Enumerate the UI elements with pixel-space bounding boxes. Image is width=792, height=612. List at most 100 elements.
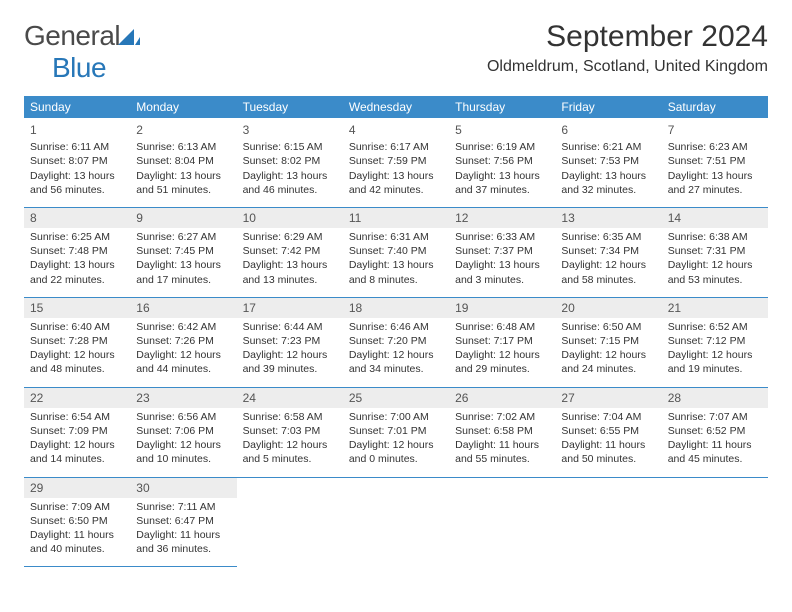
day-number: 3 (243, 122, 337, 138)
sunset-line: Sunset: 7:01 PM (349, 424, 443, 438)
calendar-row: 22Sunrise: 6:54 AMSunset: 7:09 PMDayligh… (24, 387, 768, 477)
sunrise-line: Sunrise: 6:15 AM (243, 140, 337, 154)
day-number: 7 (668, 122, 762, 138)
sunrise-line: Sunrise: 6:31 AM (349, 230, 443, 244)
day-number: 13 (555, 208, 661, 228)
sunrise-line: Sunrise: 6:46 AM (349, 320, 443, 334)
sunset-line: Sunset: 8:04 PM (136, 154, 230, 168)
calendar-cell: 14Sunrise: 6:38 AMSunset: 7:31 PMDayligh… (662, 207, 768, 297)
calendar-row: 1Sunrise: 6:11 AMSunset: 8:07 PMDaylight… (24, 118, 768, 207)
sunset-line: Sunset: 7:31 PM (668, 244, 762, 258)
day-number: 17 (237, 298, 343, 318)
logo-sail-icon (118, 20, 140, 52)
daylight-line: Daylight: 13 hours and 17 minutes. (136, 258, 230, 286)
calendar-cell: 10Sunrise: 6:29 AMSunset: 7:42 PMDayligh… (237, 207, 343, 297)
calendar-cell: 28Sunrise: 7:07 AMSunset: 6:52 PMDayligh… (662, 387, 768, 477)
sunset-line: Sunset: 7:23 PM (243, 334, 337, 348)
sunrise-line: Sunrise: 6:23 AM (668, 140, 762, 154)
sunrise-line: Sunrise: 7:09 AM (30, 500, 124, 514)
sunrise-line: Sunrise: 6:25 AM (30, 230, 124, 244)
daylight-line: Daylight: 13 hours and 22 minutes. (30, 258, 124, 286)
calendar-cell: 12Sunrise: 6:33 AMSunset: 7:37 PMDayligh… (449, 207, 555, 297)
daylight-line: Daylight: 13 hours and 32 minutes. (561, 169, 655, 197)
weekday-header: Thursday (449, 96, 555, 118)
logo: GeneralBlue (24, 20, 140, 84)
day-number: 9 (130, 208, 236, 228)
logo-text: GeneralBlue (24, 20, 140, 84)
daylight-line: Daylight: 11 hours and 55 minutes. (455, 438, 549, 466)
sunset-line: Sunset: 6:52 PM (668, 424, 762, 438)
sunrise-line: Sunrise: 7:04 AM (561, 410, 655, 424)
day-number: 11 (343, 208, 449, 228)
title-block: September 2024 Oldmeldrum, Scotland, Uni… (487, 20, 768, 76)
day-number: 4 (349, 122, 443, 138)
daylight-line: Daylight: 11 hours and 36 minutes. (136, 528, 230, 556)
calendar-cell: 21Sunrise: 6:52 AMSunset: 7:12 PMDayligh… (662, 297, 768, 387)
day-number: 16 (130, 298, 236, 318)
sunrise-line: Sunrise: 6:38 AM (668, 230, 762, 244)
sunrise-line: Sunrise: 7:00 AM (349, 410, 443, 424)
daylight-line: Daylight: 12 hours and 44 minutes. (136, 348, 230, 376)
daylight-line: Daylight: 12 hours and 39 minutes. (243, 348, 337, 376)
calendar-cell: 25Sunrise: 7:00 AMSunset: 7:01 PMDayligh… (343, 387, 449, 477)
daylight-line: Daylight: 11 hours and 45 minutes. (668, 438, 762, 466)
day-number: 12 (449, 208, 555, 228)
calendar-cell: 1Sunrise: 6:11 AMSunset: 8:07 PMDaylight… (24, 118, 130, 207)
daylight-line: Daylight: 12 hours and 53 minutes. (668, 258, 762, 286)
calendar-cell: 11Sunrise: 6:31 AMSunset: 7:40 PMDayligh… (343, 207, 449, 297)
calendar-cell: 9 Sunrise: 6:27 AMSunset: 7:45 PMDaylight… (130, 207, 236, 297)
calendar-cell: 20Sunrise: 6:50 AMSunset: 7:15 PMDayligh… (555, 297, 661, 387)
daylight-line: Daylight: 13 hours and 46 minutes. (243, 169, 337, 197)
calendar-cell: 8Sunrise: 6:25 AMSunset: 7:48 PMDaylight… (24, 207, 130, 297)
day-number: 23 (130, 388, 236, 408)
sunset-line: Sunset: 7:26 PM (136, 334, 230, 348)
calendar-cell: 16Sunrise: 6:42 AMSunset: 7:26 PMDayligh… (130, 297, 236, 387)
daylight-line: Daylight: 13 hours and 8 minutes. (349, 258, 443, 286)
daylight-line: Daylight: 13 hours and 27 minutes. (668, 169, 762, 197)
daylight-line: Daylight: 12 hours and 29 minutes. (455, 348, 549, 376)
sunset-line: Sunset: 7:28 PM (30, 334, 124, 348)
daylight-line: Daylight: 13 hours and 3 minutes. (455, 258, 549, 286)
calendar-cell: 3 Sunrise: 6:15 AMSunset: 8:02 PMDaylight… (237, 118, 343, 207)
sunrise-line: Sunrise: 6:27 AM (136, 230, 230, 244)
weekday-header: Sunday (24, 96, 130, 118)
daylight-line: Daylight: 12 hours and 5 minutes. (243, 438, 337, 466)
sunrise-line: Sunrise: 6:40 AM (30, 320, 124, 334)
weekday-header: Wednesday (343, 96, 449, 118)
daylight-line: Daylight: 12 hours and 10 minutes. (136, 438, 230, 466)
sunset-line: Sunset: 7:53 PM (561, 154, 655, 168)
sunrise-line: Sunrise: 6:13 AM (136, 140, 230, 154)
calendar-cell: 18Sunrise: 6:46 AMSunset: 7:20 PMDayligh… (343, 297, 449, 387)
sunset-line: Sunset: 7:20 PM (349, 334, 443, 348)
calendar-cell: 13Sunrise: 6:35 AMSunset: 7:34 PMDayligh… (555, 207, 661, 297)
calendar-cell (237, 477, 343, 567)
day-number: 30 (130, 478, 236, 498)
day-number: 28 (662, 388, 768, 408)
day-number: 20 (555, 298, 661, 318)
sunrise-line: Sunrise: 7:02 AM (455, 410, 549, 424)
daylight-line: Daylight: 12 hours and 48 minutes. (30, 348, 124, 376)
weekday-header-row: Sunday Monday Tuesday Wednesday Thursday… (24, 96, 768, 118)
sunset-line: Sunset: 7:45 PM (136, 244, 230, 258)
calendar-table: Sunday Monday Tuesday Wednesday Thursday… (24, 96, 768, 567)
calendar-row: 29Sunrise: 7:09 AMSunset: 6:50 PMDayligh… (24, 477, 768, 567)
daylight-line: Daylight: 12 hours and 19 minutes. (668, 348, 762, 376)
daylight-line: Daylight: 13 hours and 51 minutes. (136, 169, 230, 197)
sunset-line: Sunset: 7:37 PM (455, 244, 549, 258)
daylight-line: Daylight: 13 hours and 56 minutes. (30, 169, 124, 197)
logo-blue: Blue (52, 52, 106, 83)
sunrise-line: Sunrise: 6:35 AM (561, 230, 655, 244)
day-number: 2 (136, 122, 230, 138)
calendar-cell (449, 477, 555, 567)
day-number: 27 (555, 388, 661, 408)
day-number: 29 (24, 478, 130, 498)
sunset-line: Sunset: 8:02 PM (243, 154, 337, 168)
sunset-line: Sunset: 7:06 PM (136, 424, 230, 438)
sunrise-line: Sunrise: 6:48 AM (455, 320, 549, 334)
calendar-cell: 4Sunrise: 6:17 AMSunset: 7:59 PMDaylight… (343, 118, 449, 207)
calendar-cell: 7Sunrise: 6:23 AMSunset: 7:51 PMDaylight… (662, 118, 768, 207)
sunrise-line: Sunrise: 6:21 AM (561, 140, 655, 154)
day-number: 6 (561, 122, 655, 138)
day-number: 1 (30, 122, 124, 138)
daylight-line: Daylight: 13 hours and 37 minutes. (455, 169, 549, 197)
